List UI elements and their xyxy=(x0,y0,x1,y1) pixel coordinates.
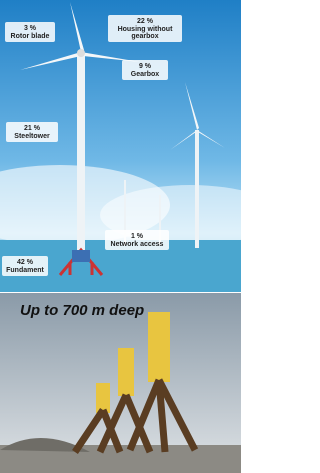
label-percent: 1 % xyxy=(131,233,144,240)
label-name: Network access xyxy=(111,241,164,248)
label-name: Rotor blade xyxy=(11,33,50,40)
label-percent: 3 % xyxy=(24,25,37,32)
label-percent: 9 % xyxy=(139,63,152,70)
label-name: Housing without xyxy=(118,26,173,33)
label-percent: 22 % xyxy=(137,18,154,25)
caption: Up to 700 m deep xyxy=(20,302,144,319)
label-percent: 21 % xyxy=(24,125,41,132)
label-percent: 42 % xyxy=(17,259,34,266)
foundation-photo xyxy=(0,293,241,473)
label-name: Gearbox xyxy=(131,71,160,78)
label-name: Fundament xyxy=(6,267,44,274)
label-name: gearbox xyxy=(131,33,158,40)
page: 3 %Rotor blade 22 %Housing withoutgearbox… xyxy=(0,0,241,473)
label-name: Steeltower xyxy=(14,133,50,140)
